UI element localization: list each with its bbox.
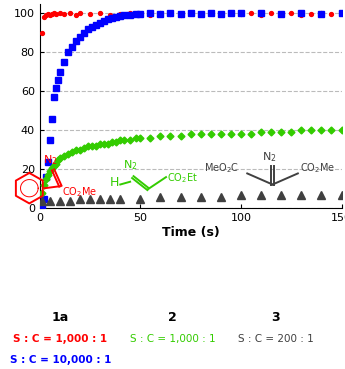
Text: MeO$_2$C: MeO$_2$C bbox=[204, 162, 239, 175]
Text: CO$_2$Me: CO$_2$Me bbox=[62, 185, 98, 199]
Text: S : C = 1,000 : 1: S : C = 1,000 : 1 bbox=[13, 334, 107, 344]
Text: S : C = 10,000 : 1: S : C = 10,000 : 1 bbox=[10, 355, 111, 365]
X-axis label: Time (s): Time (s) bbox=[162, 226, 219, 239]
Text: N$_2$: N$_2$ bbox=[262, 151, 276, 164]
Text: S : C = 200 : 1: S : C = 200 : 1 bbox=[238, 334, 314, 344]
Text: S : C = 1,000 : 1: S : C = 1,000 : 1 bbox=[130, 334, 215, 344]
Text: CO$_2$Me: CO$_2$Me bbox=[300, 162, 335, 175]
Text: 1a: 1a bbox=[52, 311, 69, 324]
Text: H: H bbox=[110, 176, 120, 189]
Text: 2: 2 bbox=[168, 311, 177, 324]
Text: 3: 3 bbox=[272, 311, 280, 324]
Text: N$_2$: N$_2$ bbox=[43, 153, 57, 167]
Text: N$_2$: N$_2$ bbox=[123, 158, 137, 172]
Text: CO$_2$Et: CO$_2$Et bbox=[167, 171, 198, 184]
